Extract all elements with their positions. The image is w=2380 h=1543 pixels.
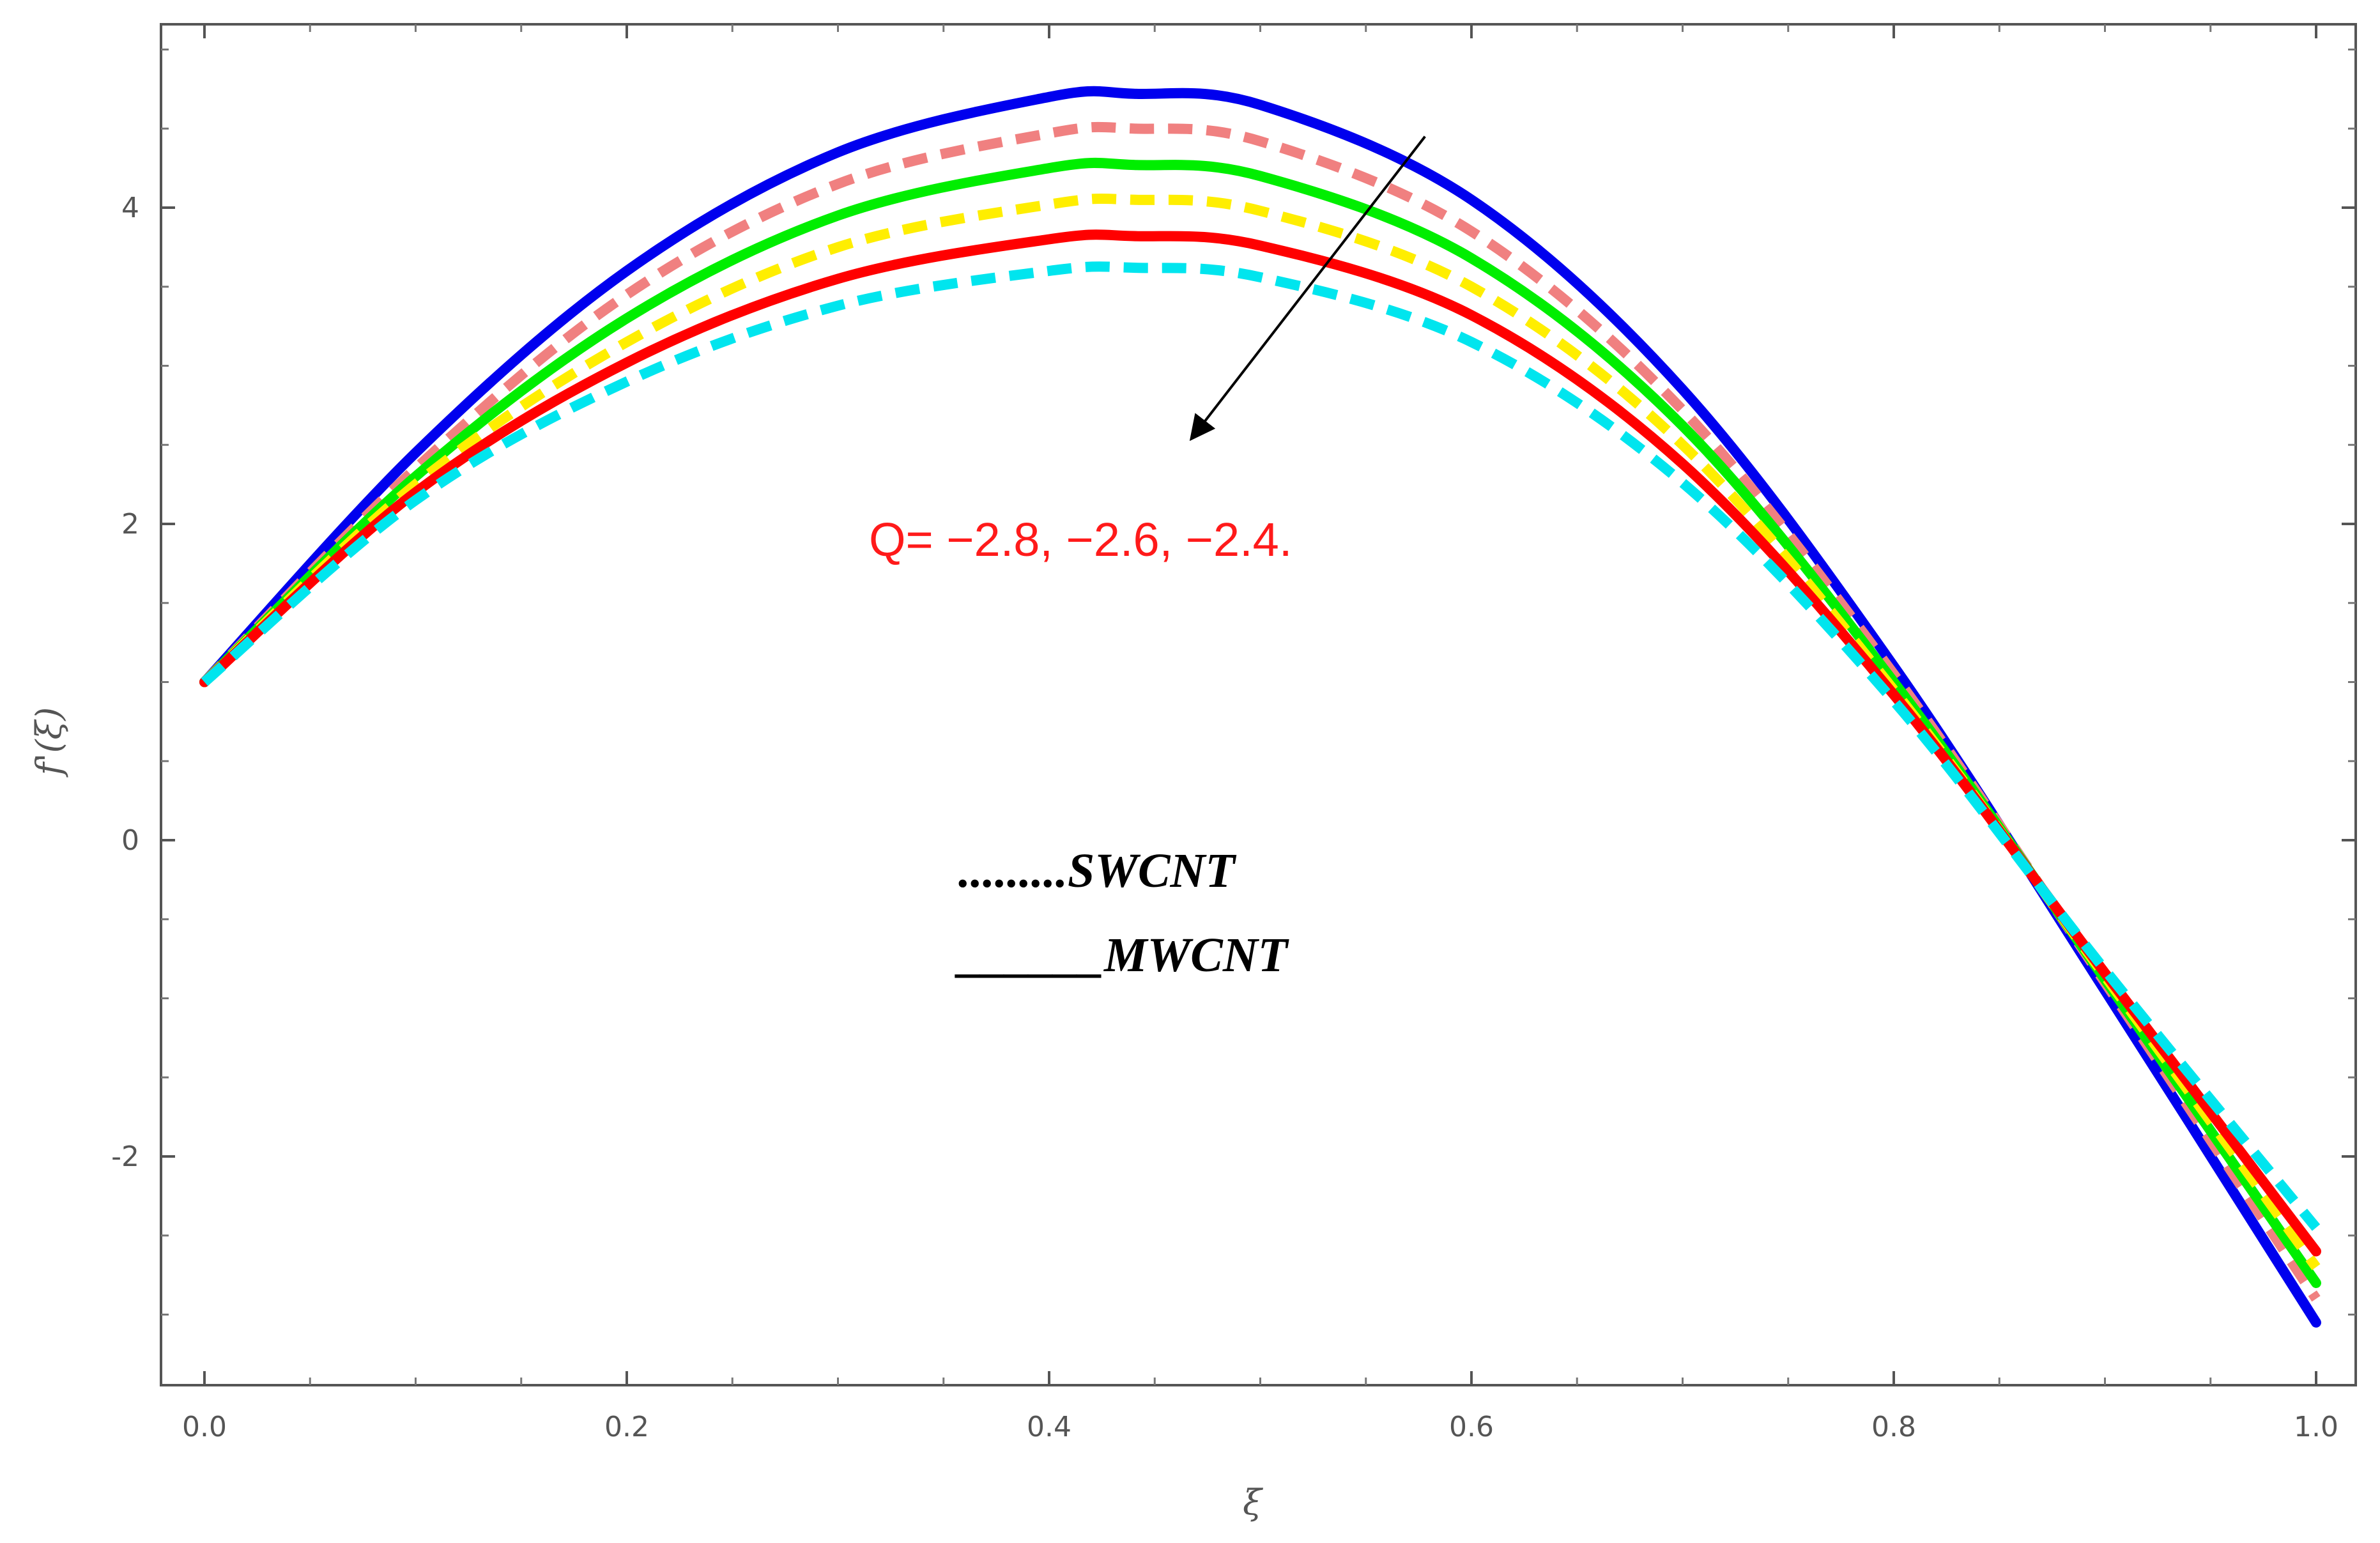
annotation-label: Q= −2.8, −2.6, −2.4.	[869, 513, 1292, 566]
x-tick-label: 1.0	[2294, 1411, 2338, 1443]
annotation-arrow	[1189, 135, 1426, 441]
legend-entry-swcnt: .........SWCNT	[958, 844, 1236, 898]
legend-entry-mwcnt: ______MWCNT	[955, 928, 1289, 982]
x-axis-label: ξ	[1243, 1482, 1263, 1523]
series-line-6	[201, 261, 2321, 1231]
y-tick-label: 2	[121, 508, 139, 541]
series-line-2	[201, 121, 2321, 1302]
axis-ticks	[161, 24, 2356, 1385]
y-tick-label: 0	[121, 824, 139, 857]
y-tick-label: 4	[121, 192, 139, 224]
series-line-4	[201, 193, 2321, 1270]
y-tick-label: -2	[111, 1140, 139, 1173]
x-tick-label: 0.8	[1871, 1411, 1916, 1443]
x-tick-label: 0.2	[604, 1411, 649, 1443]
series-line-3	[199, 157, 2321, 1288]
x-tick-label: 0.4	[1027, 1411, 1071, 1443]
legend: .........SWCNT ______MWCNT	[955, 844, 1289, 982]
plot-frame	[160, 23, 2357, 1386]
axis-tick-labels: 0.0 0.2 0.4 0.6 0.8 1.0 -2 0 2 4	[111, 192, 2338, 1443]
x-tick-label: 0.6	[1449, 1411, 1494, 1443]
y-axis-label: f'(ξ)	[29, 707, 69, 778]
series-line-5	[199, 229, 2321, 1257]
annotation-group: Q= −2.8, −2.6, −2.4.	[869, 135, 1426, 566]
x-tick-label: 0.0	[182, 1411, 227, 1443]
series-group	[199, 86, 2321, 1328]
